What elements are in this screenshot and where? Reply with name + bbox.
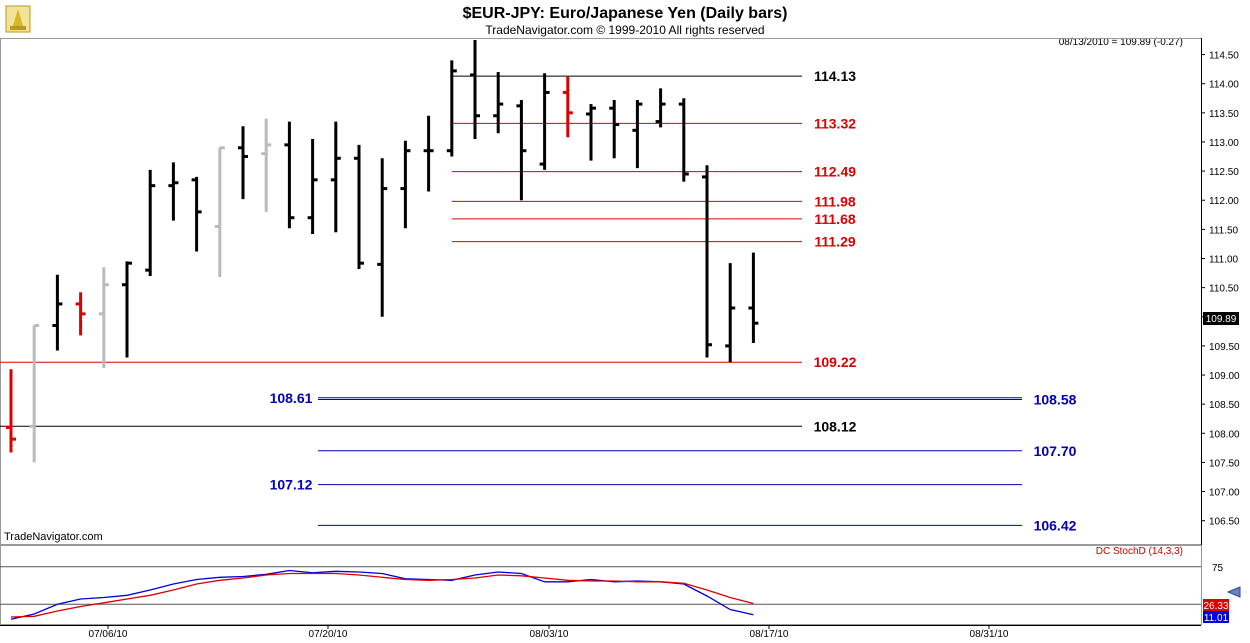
level-label-111.68: 111.68	[814, 211, 855, 227]
chart-title: $EUR-JPY: Euro/Japanese Yen (Daily bars)	[463, 5, 788, 22]
ohlc-bar	[75, 292, 86, 336]
stoch-lines	[0, 566, 1201, 620]
ohlc-bar	[493, 72, 504, 134]
ohlc-bar	[609, 100, 620, 159]
ohlc-bar	[145, 169, 156, 276]
ohlc-bar	[52, 274, 63, 351]
ohlc-bar	[191, 176, 202, 252]
y-tick-label: 113.00	[1209, 138, 1239, 149]
copyright-text: TradeNavigator.com © 1999-2010 All right…	[485, 23, 764, 37]
ohlc-bar	[400, 140, 411, 229]
ohlc-bar	[6, 369, 16, 453]
ohlc-bar	[423, 115, 434, 192]
y-tick-label: 111.50	[1209, 225, 1239, 236]
tradenavigator-logo-icon	[5, 5, 31, 33]
level-label-108.61: 108.61	[270, 390, 313, 406]
ohlc-bar	[678, 98, 689, 182]
quote-readout: 08/13/2010 = 109.89 (-0.27)	[1059, 37, 1183, 48]
x-tick-label: 08/17/10	[750, 629, 789, 640]
watermark-text: TradeNavigator.com	[4, 531, 103, 543]
ohlc-bar	[748, 252, 759, 343]
level-label-111.29: 111.29	[814, 234, 855, 250]
ohlc-bar	[725, 263, 736, 363]
y-tick-label: 114.00	[1209, 80, 1239, 91]
ohlc-bar	[632, 100, 643, 169]
ohlc-bar	[539, 73, 550, 170]
ohlc-bars	[6, 40, 759, 463]
level-label-108.58: 108.58	[1034, 392, 1077, 408]
ohlc-bar	[330, 121, 341, 233]
level-label-107.70: 107.70	[1034, 443, 1077, 459]
level-label-113.32: 113.32	[814, 115, 856, 131]
level-lines: 114.13 113.32 112.49 111.98 111.68 111.29 109.…	[0, 68, 1077, 533]
ohlc-bar	[238, 126, 248, 200]
stoch-title: DC StochD (14,3,3)	[1096, 546, 1183, 557]
x-tick-label: 08/31/10	[970, 629, 1009, 640]
y-tick-label: 109.50	[1209, 342, 1240, 353]
stoch-tick-75: 75	[1212, 563, 1224, 574]
price-panel	[0, 38, 1202, 545]
y-tick-label: 112.00	[1209, 196, 1239, 207]
level-label-107.12: 107.12	[270, 477, 313, 493]
ohlc-bar	[655, 88, 666, 128]
ohlc-bar	[122, 261, 132, 358]
ohlc-bar	[377, 158, 388, 317]
ohlc-bar	[586, 104, 596, 161]
ohlc-bar	[354, 144, 364, 269]
scroll-left-arrow-icon[interactable]	[1226, 586, 1241, 598]
ohlc-bar	[516, 100, 527, 201]
stoch-d-value: 26.33	[1203, 601, 1228, 612]
stoch-series-d	[10, 572, 754, 618]
y-tick-label: 114.50	[1209, 51, 1239, 62]
stoch-panel	[0, 545, 1202, 625]
ohlc-bar	[214, 146, 225, 278]
ohlc-bar	[702, 165, 712, 358]
y-tick-label: 107.00	[1209, 488, 1240, 499]
last-price-label: 109.89	[1206, 314, 1237, 325]
y-tick-label: 108.50	[1209, 400, 1240, 411]
stoch-d-value-box	[1203, 599, 1229, 611]
stoch-k-value: 11.01	[1204, 613, 1229, 624]
level-label-106.42: 106.42	[1034, 517, 1077, 533]
y-tick-label: 110.50	[1209, 284, 1239, 295]
y-tick-label: 109.00	[1209, 371, 1240, 382]
level-label-111.98: 111.98	[814, 193, 855, 209]
y-tick-label: 113.50	[1209, 109, 1239, 120]
ohlc-bar	[446, 60, 457, 157]
y-tick-label: 108.00	[1209, 429, 1240, 440]
ohlc-bar	[261, 118, 272, 212]
date-axis: 07/06/10 07/20/10 08/03/10 08/17/10 08/31/10	[0, 625, 1201, 640]
x-tick-label: 08/03/10	[530, 629, 569, 640]
ohlc-bar	[98, 267, 109, 369]
y-tick-label: 112.50	[1209, 167, 1239, 178]
ohlc-bar	[284, 121, 295, 229]
level-label-108.12: 108.12	[814, 418, 857, 434]
price-axis: 114.50 114.00 113.50 113.00 112.50 112.00 111.…	[1201, 51, 1240, 528]
x-tick-label: 07/20/10	[309, 629, 348, 640]
last-price-box	[1203, 312, 1239, 325]
y-tick-label: 106.50	[1209, 517, 1240, 528]
ohlc-bar	[470, 40, 480, 140]
ohlc-bar	[562, 76, 573, 138]
ohlc-bar	[307, 139, 318, 235]
y-tick-label: 111.00	[1209, 254, 1239, 265]
level-label-112.49: 112.49	[814, 164, 856, 180]
x-tick-label: 07/06/10	[89, 629, 128, 640]
ohlc-bar	[29, 324, 40, 463]
stoch-k-value-box	[1203, 611, 1229, 623]
level-label-109.22: 109.22	[814, 354, 857, 370]
ohlc-bar	[168, 162, 179, 221]
level-label-114.13: 114.13	[814, 68, 856, 84]
y-tick-label: 107.50	[1209, 458, 1240, 469]
